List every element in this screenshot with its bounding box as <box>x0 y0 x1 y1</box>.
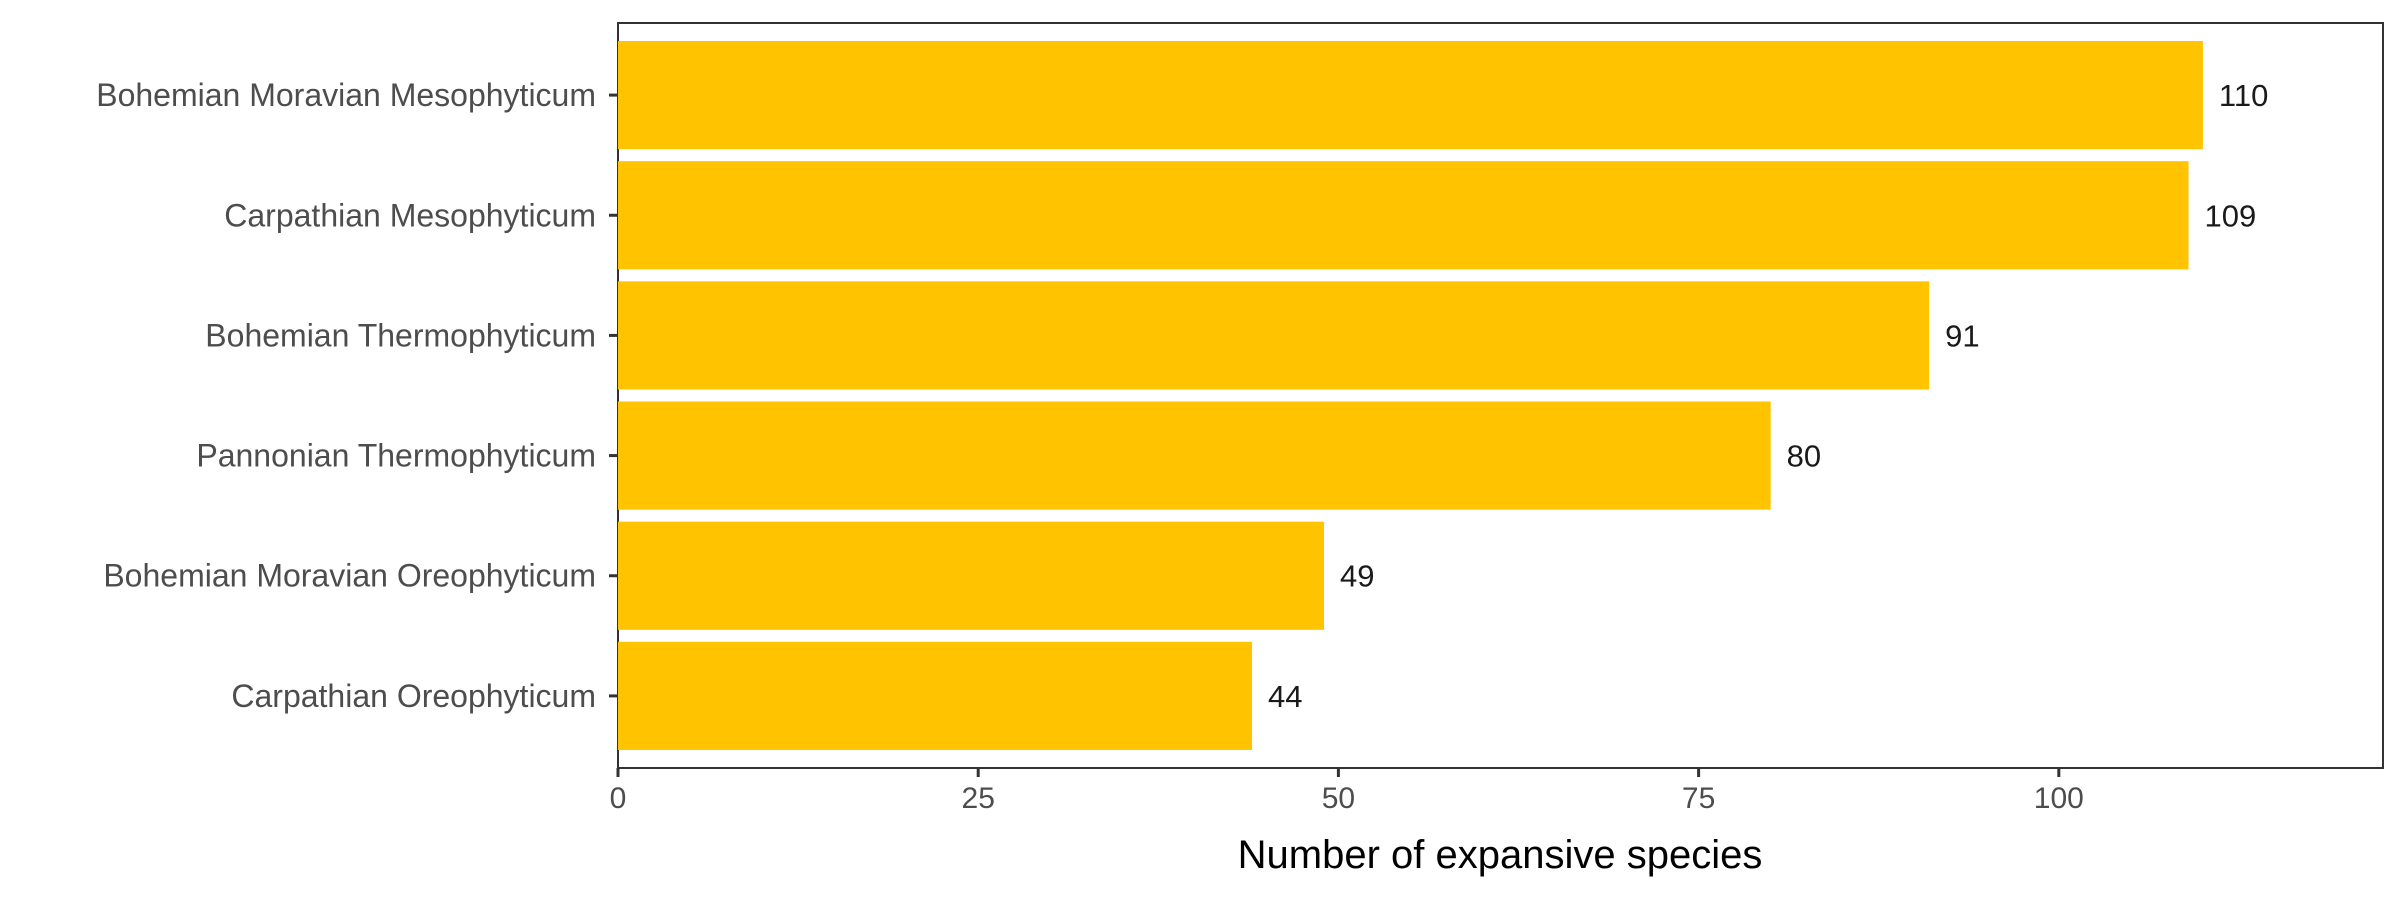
data-label: 110 <box>2219 78 2268 113</box>
x-axis-ticks: 0 25 50 75 100 <box>610 768 2084 815</box>
data-label: 80 <box>1787 439 1821 474</box>
bar <box>618 401 1771 510</box>
bars-group <box>618 41 2203 750</box>
data-label: 49 <box>1340 559 1374 594</box>
data-label: 44 <box>1268 679 1302 714</box>
data-label: 109 <box>2204 198 2256 233</box>
category-label: Bohemian Thermophyticum <box>205 317 596 353</box>
category-label: Pannonian Thermophyticum <box>196 438 596 474</box>
category-label: Bohemian Moravian Oreophyticum <box>103 558 596 594</box>
bar <box>618 521 1324 630</box>
bar <box>618 641 1252 750</box>
x-tick-label: 75 <box>1682 782 1715 815</box>
data-label: 91 <box>1945 318 1979 353</box>
x-tick-label: 100 <box>2034 782 2084 815</box>
category-label: Bohemian Moravian Mesophyticum <box>96 77 596 113</box>
x-tick-label: 50 <box>1322 782 1355 815</box>
category-label: Carpathian Oreophyticum <box>231 678 596 714</box>
bar <box>618 281 1930 390</box>
y-axis-ticks: Bohemian Moravian Mesophyticum Carpathian… <box>96 77 618 714</box>
category-label: Carpathian Mesophyticum <box>224 197 596 233</box>
bar <box>618 161 2189 270</box>
value-labels-group: 110 109 91 80 49 44 <box>1268 78 2268 714</box>
x-axis-title: Number of expansive species <box>1238 833 1763 877</box>
x-tick-label: 0 <box>610 782 627 815</box>
bar <box>618 41 2203 150</box>
x-tick-label: 25 <box>962 782 995 815</box>
